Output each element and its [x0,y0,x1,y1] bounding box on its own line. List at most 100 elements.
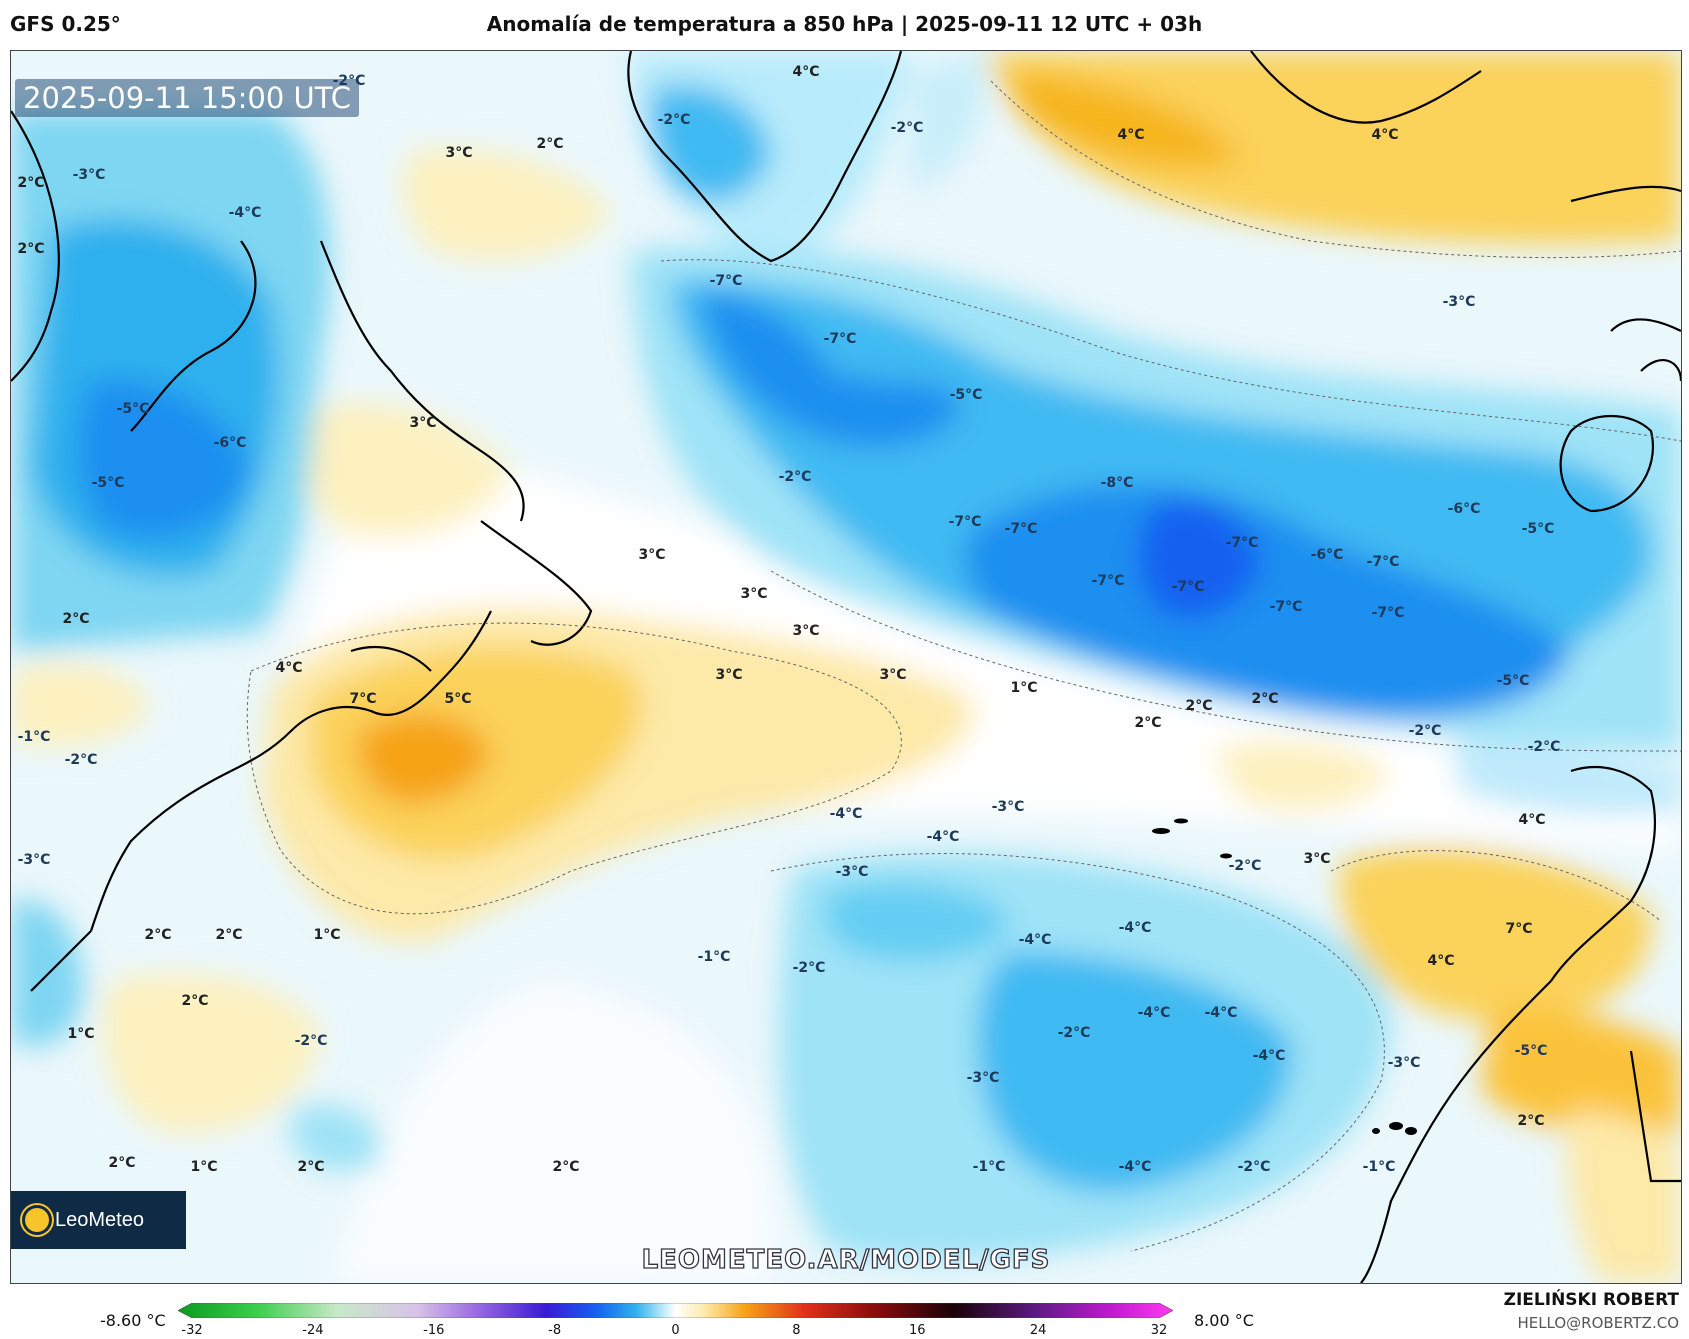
temperature-label: -4°C [228,205,262,221]
temperature-label: -7°C [948,514,982,530]
temperature-label: -6°C [1447,501,1481,517]
temperature-label: -7°C [1171,579,1205,595]
colorbar-max-label: 8.00 °C [1194,1311,1254,1330]
temperature-label: 2°C [1517,1113,1545,1129]
temperature-label: 2°C [144,927,172,943]
temperature-label: 2°C [108,1155,136,1171]
temperature-label: -3°C [1442,294,1476,310]
temperature-label: -5°C [1496,673,1530,689]
temperature-label: -1°C [697,949,731,965]
logo-text: LeoMeteo [55,1208,144,1231]
temperature-label: -7°C [1371,605,1405,621]
anomaly-map: 2025-09-11 15:00 UTC -2°C 3°C 2°C -2°C 4°C -2… [10,50,1682,1284]
temperature-label: 3°C [792,623,820,639]
temperature-label: -2°C [1237,1159,1271,1175]
colorbar [178,1303,1173,1318]
map-title: Anomalía de temperatura a 850 hPa | 2025… [486,12,1203,36]
temperature-label: 2°C [17,241,45,257]
temperature-label: 2°C [536,136,564,152]
temperature-label: -1°C [1362,1159,1396,1175]
temperature-label: 3°C [1303,851,1331,867]
temperature-label: 2°C [1251,691,1279,707]
temperature-label: 2°C [62,611,90,627]
temperature-label: -2°C [792,960,826,976]
temperature-label: 2°C [17,175,45,191]
temperature-label: 4°C [1117,127,1145,143]
islands [1152,818,1417,1135]
colorbar-tick: -8 [548,1323,562,1338]
temperature-label: 1°C [67,1026,95,1042]
temperature-field [11,51,1681,1283]
temperature-label: 3°C [740,586,768,602]
temperature-label: 7°C [349,691,377,707]
temperature-label: -7°C [1366,554,1400,570]
temperature-label: 2°C [552,1159,580,1175]
colorbar-tick: 32 [1150,1323,1168,1338]
temperature-label: 3°C [409,415,437,431]
temperature-label: -7°C [709,273,743,289]
temperature-label: 3°C [638,547,666,563]
colorbar-tick: 0 [671,1323,680,1338]
temperature-label: -2°C [657,112,691,128]
temperature-label: -2°C [1057,1025,1091,1041]
temperature-label: 2°C [1185,698,1213,714]
colorbar-tick: 24 [1029,1323,1047,1338]
temperature-label: -2°C [294,1033,328,1049]
temperature-label: -5°C [116,401,150,417]
temperature-label: -3°C [72,167,106,183]
temperature-label: -4°C [1018,932,1052,948]
temperature-label: 1°C [313,927,341,943]
colorbar-tick: -24 [302,1323,324,1338]
temperature-label: -3°C [1387,1055,1421,1071]
author-email: HELLO@ROBERTZ.CO [1517,1314,1679,1332]
temperature-label: 1°C [190,1159,218,1175]
colorbar-min-label: -8.60 °C [100,1311,166,1330]
temperature-label: 3°C [445,145,473,161]
temperature-label: -2°C [778,469,812,485]
temperature-label: 2°C [215,927,243,943]
colorbar-tick: -32 [181,1323,203,1338]
watermark-url: LEOMETEO.AR/MODEL/GFS [641,1244,1051,1275]
temperature-label: 4°C [1518,812,1546,828]
temperature-label: -4°C [1252,1048,1286,1064]
temperature-label: -4°C [1118,920,1152,936]
temperature-label: -3°C [17,852,51,868]
temperature-label: -4°C [1118,1159,1152,1175]
temperature-label: -7°C [1091,573,1125,589]
temperature-label: 3°C [879,667,907,683]
temperature-label: -4°C [926,829,960,845]
temperature-label: 4°C [1427,953,1455,969]
temperature-label: 2°C [181,993,209,1009]
colorbar-tick: 16 [908,1323,926,1338]
temperature-label: -1°C [972,1159,1006,1175]
temperature-label: -5°C [1521,521,1555,537]
temperature-label: 5°C [444,691,472,707]
temperature-label: 2°C [297,1159,325,1175]
temperature-label: -4°C [1137,1005,1171,1021]
temperature-label: -3°C [991,799,1025,815]
temperature-label: -1°C [17,729,51,745]
coastlines [11,51,1681,1283]
temperature-label: -2°C [1228,858,1262,874]
temperature-label: -6°C [1310,547,1344,563]
colorbar-tick: -16 [423,1323,445,1338]
temperature-label: -4°C [1204,1005,1238,1021]
temperature-label: -2°C [64,752,98,768]
model-name: GFS 0.25° [10,12,121,36]
contours [246,80,1681,1252]
temperature-label: -5°C [1514,1043,1548,1059]
temperature-label: -7°C [1269,599,1303,615]
temperature-label: -7°C [823,331,857,347]
temperature-label: -5°C [91,475,125,491]
temperature-label: -3°C [966,1070,1000,1086]
temperature-label: 3°C [715,667,743,683]
temperature-label: -6°C [213,435,247,451]
temperature-label: -7°C [1004,521,1038,537]
author-name: ZIELIŃSKI ROBERT [1503,1290,1679,1310]
temperature-label: -2°C [1527,739,1561,755]
temperature-label: -7°C [1225,535,1259,551]
temperature-label: 2°C [1134,715,1162,731]
temperature-label: -5°C [949,387,983,403]
temperature-label: 4°C [1371,127,1399,143]
valid-time-badge: 2025-09-11 15:00 UTC [15,79,360,117]
